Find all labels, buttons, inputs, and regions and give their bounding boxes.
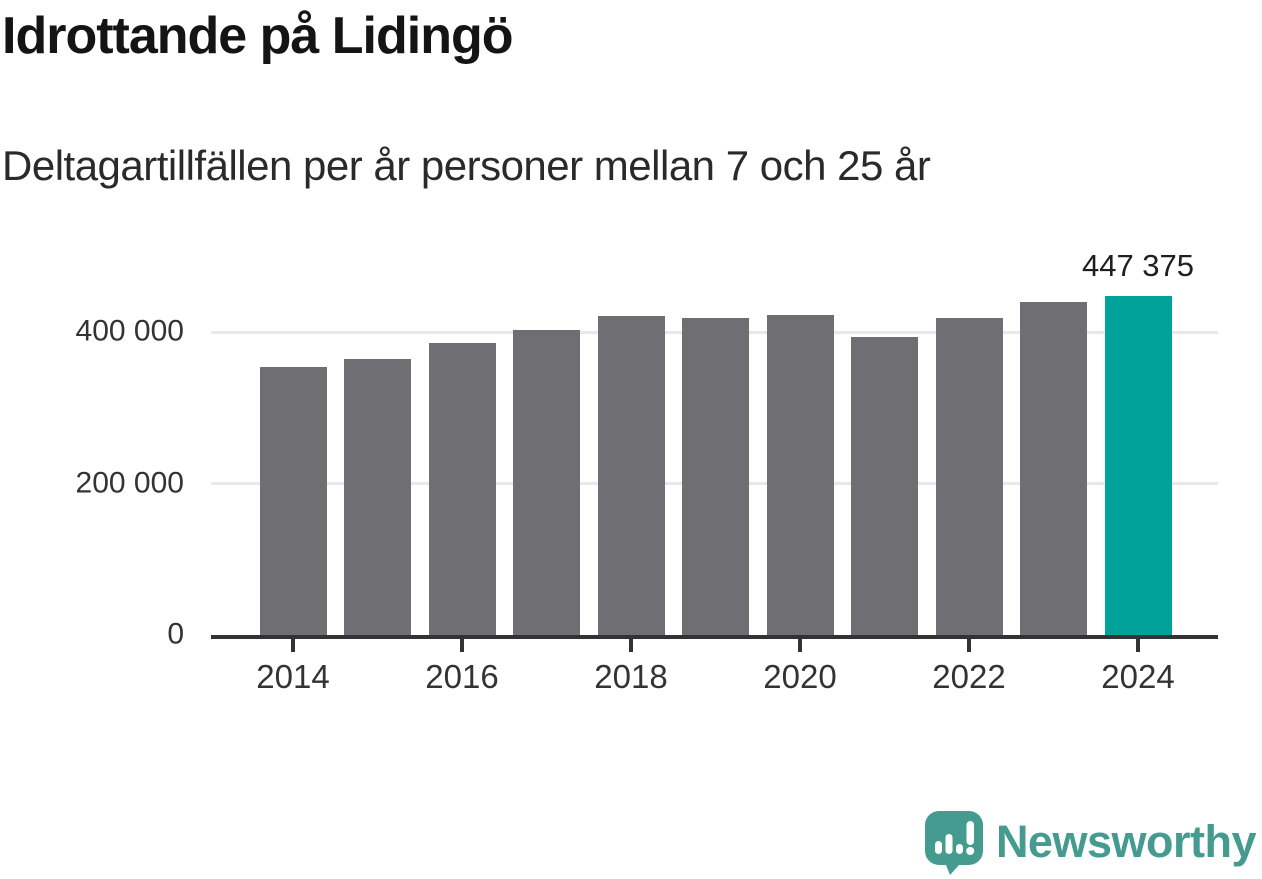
bar-2023 bbox=[1020, 301, 1087, 635]
bar-2015 bbox=[344, 359, 411, 635]
x-axis-tick-mark bbox=[291, 639, 295, 652]
newsworthy-speech-bubble-bar-chart-icon bbox=[924, 811, 983, 875]
bar-2017 bbox=[513, 330, 580, 635]
bar-2014 bbox=[259, 366, 327, 635]
x-axis-tick-label: 2018 bbox=[594, 658, 668, 695]
y-axis-tick-label: 200 000 bbox=[75, 465, 184, 499]
x-axis-tick-label: 2014 bbox=[256, 658, 330, 695]
bar-2018 bbox=[597, 316, 665, 635]
chart-subtitle: Deltagartillfällen per år personer mella… bbox=[2, 142, 931, 189]
x-axis-tick-mark bbox=[798, 639, 802, 652]
bar-2022 bbox=[935, 317, 1003, 635]
x-axis-tick-mark bbox=[1136, 639, 1140, 652]
chart-title: Idrottande på Lidingö bbox=[2, 7, 514, 65]
y-axis-tick-label: 0 bbox=[167, 617, 184, 651]
highlight-value-label: 447 375 bbox=[1081, 248, 1195, 284]
brand-name: Newsworthy bbox=[995, 816, 1257, 867]
x-axis-tick-mark bbox=[629, 639, 633, 652]
x-axis-tick-label: 2016 bbox=[425, 658, 499, 695]
x-axis-tick-label: 2022 bbox=[932, 658, 1006, 695]
x-axis-tick-mark bbox=[460, 639, 464, 652]
x-axis-tick-label: 2024 bbox=[1101, 658, 1175, 695]
bar-2019 bbox=[682, 318, 749, 635]
x-axis-tick-mark bbox=[967, 639, 971, 652]
x-axis-line bbox=[211, 635, 1218, 639]
newsworthy-logo: Newsworthy bbox=[923, 809, 1257, 875]
bar-2016 bbox=[428, 342, 496, 635]
bar-2021 bbox=[851, 336, 918, 635]
bar-2020 bbox=[766, 314, 834, 635]
y-axis-tick-label: 400 000 bbox=[75, 314, 184, 348]
bar-2024 bbox=[1104, 296, 1172, 635]
x-axis-tick-label: 2020 bbox=[763, 658, 837, 695]
